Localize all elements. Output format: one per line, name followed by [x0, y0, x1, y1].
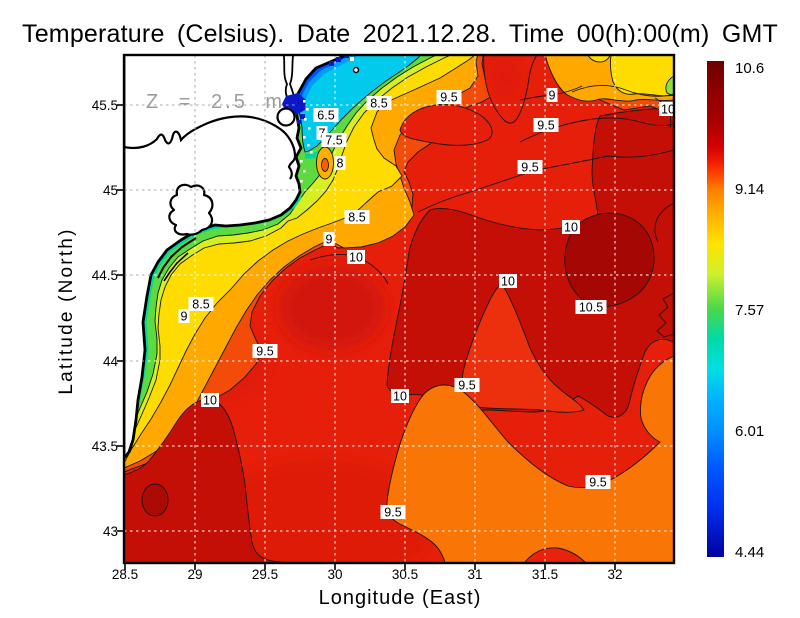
svg-text:29: 29	[187, 567, 202, 582]
svg-text:7.5: 7.5	[325, 134, 342, 148]
svg-text:44.5: 44.5	[92, 268, 118, 283]
svg-text:31: 31	[467, 567, 482, 582]
svg-text:Z = 2.5 m: Z = 2.5 m	[146, 91, 285, 113]
svg-text:9.5: 9.5	[521, 161, 538, 175]
svg-text:8.5: 8.5	[192, 298, 209, 312]
svg-text:9: 9	[326, 233, 333, 247]
svg-text:9.5: 9.5	[458, 379, 475, 393]
svg-text:43.5: 43.5	[92, 439, 118, 454]
svg-text:9.14: 9.14	[735, 181, 764, 198]
svg-text:9.5: 9.5	[537, 119, 554, 133]
svg-text:9.5: 9.5	[256, 345, 273, 359]
svg-text:10: 10	[203, 394, 217, 408]
svg-text:10.5: 10.5	[579, 301, 603, 315]
svg-text:9.5: 9.5	[440, 91, 457, 105]
svg-text:6.5: 6.5	[317, 109, 334, 123]
svg-text:9: 9	[549, 89, 556, 103]
svg-text:Temperature (Celsius). Date 20: Temperature (Celsius). Date 2021.12.28. …	[22, 20, 778, 48]
svg-text:8: 8	[337, 157, 344, 171]
svg-text:44: 44	[103, 354, 119, 369]
svg-text:30.5: 30.5	[392, 567, 418, 582]
svg-text:4.44: 4.44	[735, 544, 764, 561]
svg-text:9.5: 9.5	[384, 506, 401, 520]
svg-text:6.01: 6.01	[735, 423, 764, 440]
svg-text:10: 10	[661, 103, 675, 117]
svg-text:43: 43	[103, 524, 118, 539]
svg-text:7.57: 7.57	[735, 302, 764, 319]
svg-text:9: 9	[181, 310, 188, 324]
svg-text:9.5: 9.5	[589, 476, 606, 490]
svg-text:10: 10	[393, 390, 407, 404]
svg-text:31.5: 31.5	[532, 567, 558, 582]
svg-text:30: 30	[327, 567, 342, 582]
svg-text:45: 45	[103, 183, 118, 198]
svg-text:32: 32	[607, 567, 622, 582]
svg-text:10: 10	[501, 275, 515, 289]
svg-text:8.5: 8.5	[370, 97, 387, 111]
svg-text:8.5: 8.5	[348, 211, 365, 225]
svg-text:10: 10	[349, 251, 363, 265]
svg-text:28.5: 28.5	[112, 567, 138, 582]
svg-text:45.5: 45.5	[92, 98, 118, 113]
svg-text:10: 10	[564, 221, 578, 235]
svg-text:Latitude (North): Latitude (North)	[56, 227, 77, 394]
svg-text:Longitude (East): Longitude (East)	[319, 587, 482, 609]
svg-text:29.5: 29.5	[252, 567, 278, 582]
svg-text:10.6: 10.6	[735, 60, 764, 77]
